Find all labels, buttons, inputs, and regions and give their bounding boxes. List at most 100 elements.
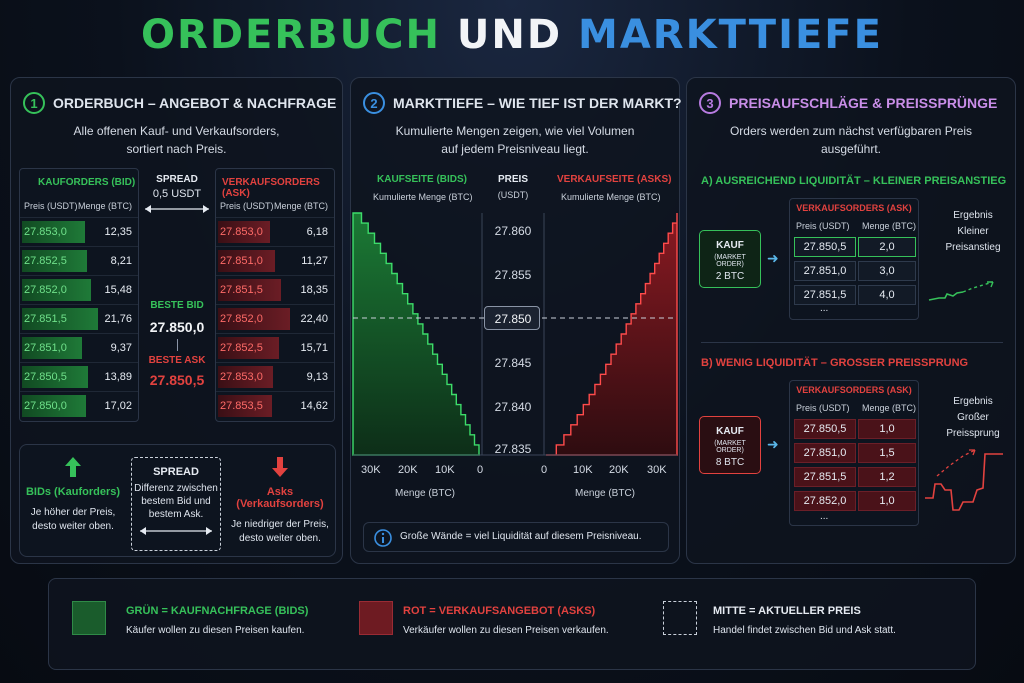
- best-ask-label: BESTE ASK: [148, 355, 206, 366]
- panel-header: 3 PREISAUFSCHLÄGE & PREISSPRÜNGE: [699, 92, 997, 114]
- scenario-b-title: B) WENIG LIQUIDITÄT – GROSSER PREISSPRUN…: [701, 357, 969, 369]
- depth-price-label: PREIS: [497, 174, 528, 185]
- row-qty: 12,35: [104, 226, 132, 238]
- ask-row: 27.852,5 15,71: [216, 333, 334, 362]
- divider: [701, 342, 1003, 343]
- ask-x-tick-label: 0: [541, 464, 548, 476]
- price-tick-label: 27.855: [494, 268, 532, 282]
- panel-subtitle: Alle offenen Kauf- und Verkaufsorders, so…: [73, 124, 280, 156]
- panel-header: 2 MARKTTIEFE – WIE TIEF IST DER MARKT?: [363, 92, 682, 114]
- info-note: Große Wände = viel Liquidität auf diesem…: [363, 522, 669, 552]
- panel-title: ORDERBUCH – ANGEBOT & NACHFRAGE: [53, 95, 337, 111]
- price-tick-label: 27.840: [494, 400, 532, 414]
- price-tick-label: 27.860: [494, 224, 532, 238]
- ask-depth-bar: [218, 250, 276, 272]
- panel-title: PREISAUFSCHLÄGE & PREISSPRÜNGE: [729, 95, 998, 111]
- legend: GRÜN = KAUFNACHFRAGE (BIDS) Käufer wolle…: [48, 578, 976, 670]
- row-price: 27.853,0: [220, 371, 263, 383]
- bid-depth-bar: [22, 337, 82, 359]
- page-title: ORDERBUCH UND MARKTTIEFE: [141, 12, 883, 58]
- bids-explainer: BIDs (Kauforders) Je höher der Preis, des…: [24, 457, 122, 534]
- spread-explainer: SPREAD Differenz zwischen bestem Bid und b…: [131, 457, 221, 551]
- ask-depth-bar: [218, 395, 273, 417]
- scenario-a-table: VERKAUFSORDERS (ASK) Preis (USDT) Menge …: [789, 198, 919, 320]
- ask-table-header: VERKAUFSORDERS (ASK): [222, 177, 320, 199]
- arrow-up-icon: [65, 457, 81, 477]
- ask-price-cell: 27.851,0: [794, 443, 856, 463]
- row-price: 27.853,0: [220, 226, 263, 238]
- info-icon: [374, 529, 392, 547]
- bid-row: 27.850,0 17,02: [20, 391, 138, 420]
- bid-x-tick-label: 10K: [435, 464, 455, 476]
- bid-table: KAUFORDERS (BID) Preis (USDT) Menge (BTC…: [19, 168, 139, 422]
- price-tick-label: 27.845: [494, 356, 532, 370]
- x-axis-label: Menge (BTC): [395, 488, 456, 499]
- buy-order-a: KAUF (MARKET ORDER) 2 BTC: [699, 230, 761, 288]
- row-qty: 15,71: [300, 342, 328, 354]
- ask-depth-bar: [218, 337, 279, 359]
- ask-depth-area: [546, 213, 678, 456]
- bid-row: 27.851,0 9,37: [20, 333, 138, 362]
- ask-qty-cell: 4,0: [858, 285, 916, 305]
- spread-arrow-icon: [145, 205, 209, 213]
- orderbook-explainer: BIDs (Kauforders) Je höher der Preis, des…: [19, 444, 336, 557]
- bid-row: 27.852,5 8,21: [20, 246, 138, 275]
- bid-depth-bar: [22, 221, 85, 243]
- bid-row: 27.852,0 15,48: [20, 275, 138, 304]
- row-qty: 8,21: [110, 255, 132, 267]
- row-qty: 15,48: [104, 284, 132, 296]
- bid-depth-bar: [22, 395, 86, 417]
- row-qty: 6,18: [306, 226, 328, 238]
- price-tick-label: 27.835: [494, 442, 532, 456]
- legend-green: GRÜN = KAUFNACHFRAGE (BIDS) Käufer wolle…: [64, 589, 360, 647]
- bid-x-tick-label: 30K: [361, 464, 381, 476]
- arrow-right-icon: ➜: [767, 436, 779, 452]
- ask-row: 27.852,0 22,40: [216, 304, 334, 333]
- row-qty: 11,27: [301, 255, 328, 267]
- current-price-box: [484, 306, 540, 330]
- row-qty: 13,89: [104, 371, 132, 383]
- ask-depth-bar: [218, 308, 290, 330]
- ask-qty-cell: 1,0: [858, 419, 916, 439]
- green-swatch: [72, 601, 106, 635]
- ask-depth-bar: [218, 366, 273, 388]
- row-price: 27.852,5: [220, 342, 263, 354]
- row-qty: 9,13: [306, 371, 328, 383]
- panel-price-impact: 3 PREISAUFSCHLÄGE & PREISSPRÜNGE Orders w…: [686, 77, 1016, 564]
- ask-row: 27.853,0 6,18: [216, 217, 334, 246]
- price-tick-label: 27.850: [494, 312, 532, 326]
- panel-subtitle: Kumulierte Mengen zeigen, wie viel Volum…: [395, 124, 635, 156]
- bid-depth-bar: [22, 250, 87, 272]
- row-price: 27.851,5: [220, 284, 263, 296]
- x-axis-label: Menge (BTC): [575, 488, 636, 499]
- scenario-a-result: Ergebnis Kleiner Preisanstieg: [945, 210, 1001, 253]
- depth-bids-label: KAUFSEITE (BIDS): [377, 174, 467, 185]
- ask-qty-cell: 1,2: [858, 467, 916, 487]
- row-qty: 9,37: [110, 342, 132, 354]
- bid-row: 27.850,5 13,89: [20, 362, 138, 391]
- row-price: 27.852,0: [220, 313, 263, 325]
- ask-depth-bar: [218, 279, 282, 301]
- row-price: 27.852,5: [24, 255, 67, 267]
- ask-qty-cell: 3,0: [858, 261, 916, 281]
- bid-depth-bar: [22, 279, 91, 301]
- ask-x-tick-label: 20K: [609, 464, 629, 476]
- bid-depth-bar: [22, 308, 98, 330]
- row-price: 27.851,5: [24, 313, 67, 325]
- row-price: 27.851,0: [220, 255, 263, 267]
- row-price: 27.853,0: [24, 226, 67, 238]
- step-number: 3: [699, 92, 721, 114]
- row-price: 27.850,5: [24, 371, 67, 383]
- step-number: 1: [23, 92, 45, 114]
- col-price: Preis (USDT): [220, 201, 274, 211]
- ask-qty-cell: 1,5: [858, 443, 916, 463]
- scenario-b-result: Ergebnis Großer Preissprung: [946, 396, 1000, 439]
- scenario-a-title: A) AUSREICHEND LIQUIDITÄT – KLEINER PREI…: [701, 175, 1007, 187]
- row-price: 27.850,0: [24, 400, 67, 412]
- row-price: 27.852,0: [24, 284, 67, 296]
- ask-row: 27.851,5 18,35: [216, 275, 334, 304]
- ask-qty-cell: 1,0: [858, 491, 916, 511]
- ask-price-cell: 27.851,5: [794, 285, 856, 305]
- legend-red: ROT = VERKAUFSANGEBOT (ASKS) Verkäufer w…: [351, 589, 647, 647]
- ask-price-cell: 27.852,0: [794, 491, 856, 511]
